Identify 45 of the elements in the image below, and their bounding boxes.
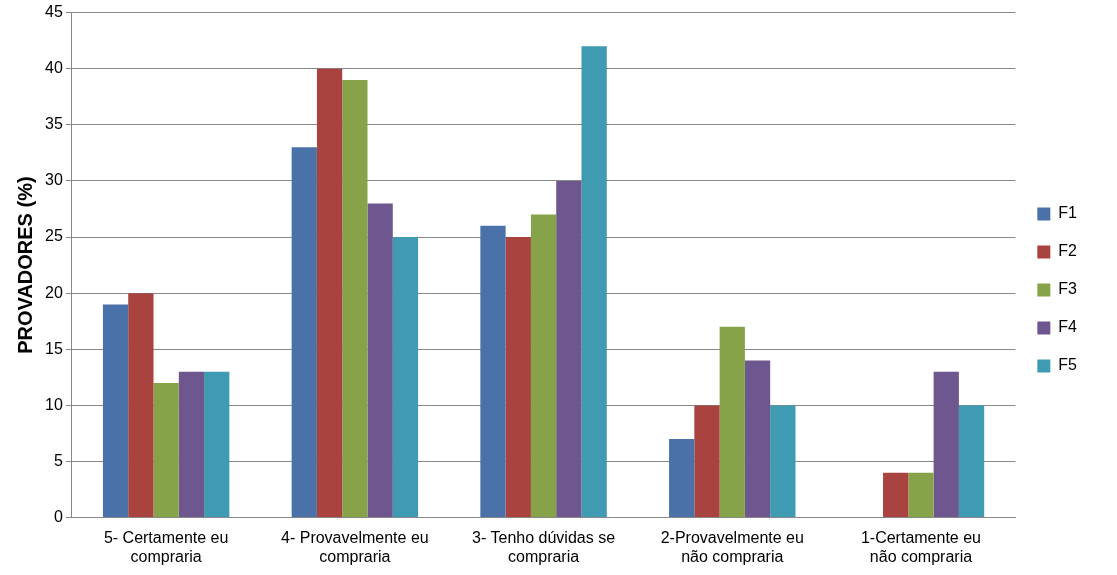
bar	[933, 371, 959, 518]
y-tick-label: 40	[45, 59, 63, 77]
y-tick-label: 10	[45, 395, 63, 413]
bar	[204, 371, 230, 518]
bar	[694, 405, 720, 518]
bar	[367, 203, 393, 518]
y-tick-label: 35	[45, 115, 63, 133]
bar	[530, 214, 557, 518]
bar	[480, 225, 506, 518]
bar	[883, 472, 909, 518]
legend-label: F4	[1058, 318, 1078, 336]
bar	[102, 304, 129, 518]
y-tick-label: 30	[45, 171, 63, 189]
bar	[505, 237, 531, 518]
x-tick-label: 4- Provavelmente eu compraria	[281, 528, 429, 565]
y-axis-title: PROVADORES (%)	[13, 176, 36, 354]
y-tick-label: 20	[45, 283, 63, 301]
bar	[719, 326, 745, 518]
y-tick-label: 5	[53, 451, 63, 469]
legend-label: F5	[1058, 356, 1078, 374]
bar	[178, 371, 205, 518]
bar	[556, 180, 582, 518]
bar	[316, 68, 343, 518]
bar	[291, 147, 317, 518]
y-tick-label: 45	[45, 3, 63, 21]
bar	[744, 360, 771, 518]
bar	[908, 472, 934, 518]
bar	[669, 439, 695, 518]
x-tick-label: 1-Certamente eu não compraria	[860, 528, 982, 565]
bar	[581, 46, 607, 518]
legend-label: F3	[1058, 280, 1078, 298]
y-tick-label: 0	[53, 508, 63, 526]
bar	[153, 382, 179, 518]
legend-label: F1	[1058, 204, 1078, 222]
y-tick-label: 15	[45, 339, 63, 357]
bar	[958, 405, 985, 518]
x-tick-label: 5- Certamente eu compraria	[103, 528, 229, 565]
bar	[392, 237, 419, 518]
bar	[342, 79, 368, 518]
bar	[770, 405, 796, 518]
legend-label: F2	[1058, 242, 1078, 260]
x-tick-label: 2-Provavelmente eu não compraria	[660, 528, 804, 565]
y-tick-label: 25	[45, 227, 63, 245]
bar	[128, 293, 154, 518]
x-tick-label: 3- Tenho dúvidas se compraria	[472, 528, 616, 565]
